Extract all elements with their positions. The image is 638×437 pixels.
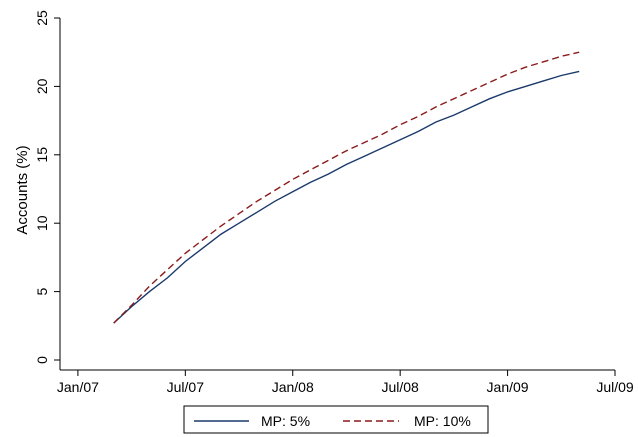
axes xyxy=(59,18,615,371)
y-tick-label: 15 xyxy=(34,147,50,163)
x-ticks: Jan/07 Jul/07 Jan/08 Jul/08 Jan/09 Jul/09 xyxy=(57,370,634,395)
legend-label-mp10: MP: 10% xyxy=(414,413,471,429)
y-tick-label: 10 xyxy=(34,215,50,231)
x-tick-label: Jan/09 xyxy=(487,379,529,395)
y-tick-label: 25 xyxy=(34,10,50,26)
x-tick-label: Jan/07 xyxy=(57,379,99,395)
x-tick-label: Jan/08 xyxy=(272,379,314,395)
y-axis-title: Accounts (%) xyxy=(14,145,31,234)
legend: MP: 5% MP: 10% xyxy=(183,405,489,434)
series-line-mp10 xyxy=(113,51,580,324)
y-tick-label: 0 xyxy=(34,356,50,364)
y-ticks: 0 5 10 15 20 25 xyxy=(34,10,60,364)
plot-area xyxy=(60,10,615,370)
series-line-mp5 xyxy=(113,70,580,324)
x-tick-label: Jul/07 xyxy=(167,379,205,395)
legend-label-mp5: MP: 5% xyxy=(261,413,310,429)
y-tick-label: 5 xyxy=(34,287,50,295)
series-layer xyxy=(113,51,580,324)
x-tick-label: Jul/08 xyxy=(381,379,419,395)
y-tick-label: 20 xyxy=(34,78,50,94)
x-tick-label: Jul/09 xyxy=(596,379,634,395)
legend-box xyxy=(183,405,489,434)
